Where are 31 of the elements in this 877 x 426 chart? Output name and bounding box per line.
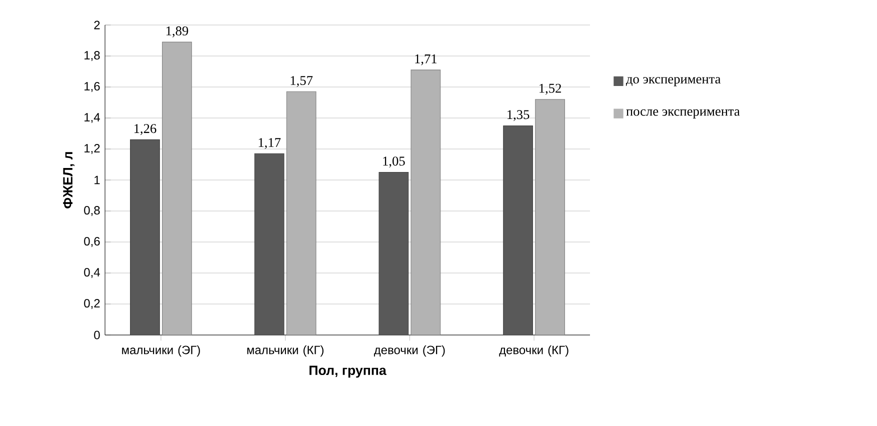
bar xyxy=(254,153,284,336)
x-tick-label: мальчики (КГ) xyxy=(247,345,324,357)
data-label: 1,05 xyxy=(383,156,405,168)
x-tick-label: девочки (КГ) xyxy=(499,345,568,357)
data-label: 1,52 xyxy=(540,84,561,95)
legend-label: до эксперимента xyxy=(626,77,721,86)
bar xyxy=(378,172,409,336)
data-label: 1,26 xyxy=(134,124,156,135)
y-tick-label: 1,6 xyxy=(84,82,100,92)
x-axis-title: Пол, группа xyxy=(310,366,386,378)
y-tick-label: 0 xyxy=(94,330,100,340)
bar xyxy=(503,125,533,336)
y-axis-title: ФЖЕЛ, л xyxy=(63,152,74,208)
data-label: 1,71 xyxy=(415,54,437,66)
data-label: 1,17 xyxy=(258,138,281,149)
y-tick-label: 1 xyxy=(94,176,100,184)
y-tick-label: 1,4 xyxy=(84,113,100,123)
data-label: 1,57 xyxy=(290,76,313,87)
data-label: 1,89 xyxy=(166,26,188,38)
x-tick-label: девочки (ЭГ) xyxy=(374,345,445,357)
y-tick-label: 1,2 xyxy=(84,144,100,154)
y-tick-label: 0,8 xyxy=(84,206,100,216)
y-tick-label: 0,4 xyxy=(84,268,100,278)
y-tick-label: 2 xyxy=(94,20,100,30)
y-tick-label: 1,8 xyxy=(84,51,100,61)
data-label: 1,35 xyxy=(508,110,530,122)
y-tick-label: 0,2 xyxy=(84,299,100,309)
bar xyxy=(130,139,160,336)
x-tick-label: мальчики (ЭГ) xyxy=(122,345,200,357)
legend-label: после эксперимента xyxy=(626,109,740,119)
y-tick-label: 0,6 xyxy=(84,237,100,247)
